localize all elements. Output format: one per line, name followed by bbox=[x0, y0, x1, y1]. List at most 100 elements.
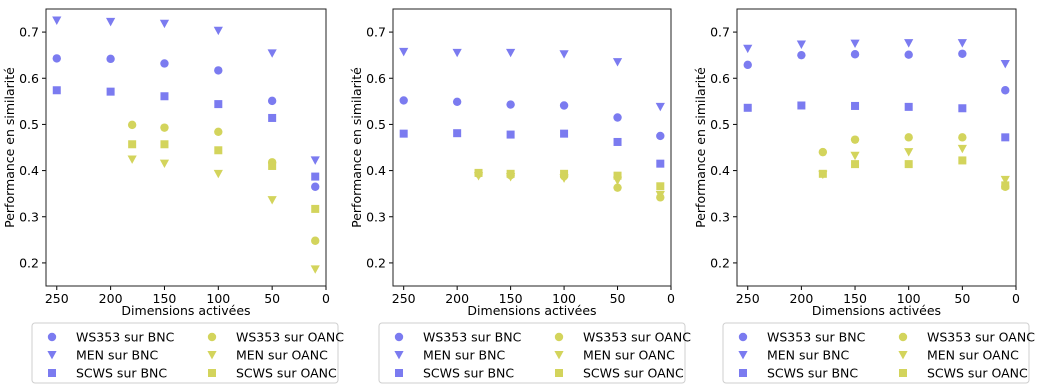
series-men-sur-bnc bbox=[399, 47, 665, 112]
data-point bbox=[1001, 86, 1010, 95]
y-tick-label: 0.2 bbox=[19, 255, 39, 270]
x-tick-label: 0 bbox=[1012, 291, 1020, 306]
series-men-sur-bnc bbox=[743, 39, 1010, 69]
data-point bbox=[743, 44, 753, 54]
data-point bbox=[957, 144, 967, 154]
data-point bbox=[159, 159, 170, 169]
data-point bbox=[1001, 133, 1010, 142]
x-tick-label: 150 bbox=[499, 291, 523, 306]
data-point bbox=[452, 48, 462, 58]
data-point bbox=[818, 147, 828, 157]
data-point bbox=[214, 146, 223, 155]
legend-marker bbox=[739, 369, 747, 377]
data-point bbox=[267, 49, 277, 58]
data-point bbox=[311, 204, 320, 213]
data-point bbox=[213, 26, 223, 36]
x-axis-label: Dimensions activées bbox=[467, 303, 596, 318]
data-point bbox=[214, 127, 223, 137]
data-point bbox=[1001, 181, 1010, 190]
data-point bbox=[160, 123, 169, 132]
x-tick-label: 100 bbox=[552, 291, 576, 306]
data-point bbox=[559, 101, 569, 110]
series-scws-sur-bnc bbox=[399, 129, 665, 168]
data-point bbox=[268, 161, 277, 170]
y-axis-label: Performance en similarité bbox=[693, 67, 708, 228]
x-tick-label: 250 bbox=[736, 291, 760, 306]
y-tick-label: 0.2 bbox=[366, 255, 386, 270]
x-tick-label: 200 bbox=[99, 291, 123, 306]
legend-label: MEN sur OANC bbox=[583, 348, 675, 363]
data-point bbox=[560, 169, 569, 178]
data-point bbox=[506, 169, 515, 178]
legend-marker bbox=[47, 351, 57, 360]
legend-marker bbox=[394, 351, 404, 360]
series-scws-sur-oanc bbox=[128, 140, 320, 213]
data-point bbox=[399, 129, 408, 138]
data-point bbox=[958, 156, 967, 165]
y-tick-label: 0.4 bbox=[19, 163, 39, 178]
data-point bbox=[957, 39, 967, 48]
series-ws353-sur-bnc bbox=[52, 54, 320, 191]
data-point bbox=[656, 159, 665, 168]
series-men-sur-bnc bbox=[52, 16, 320, 165]
series-ws353-sur-oanc bbox=[474, 169, 665, 202]
data-point bbox=[904, 39, 914, 48]
data-point bbox=[128, 140, 137, 149]
data-point bbox=[214, 66, 223, 75]
series-ws353-sur-bnc bbox=[743, 49, 1010, 95]
data-point bbox=[958, 133, 967, 142]
data-point bbox=[311, 182, 320, 191]
data-point bbox=[160, 59, 169, 68]
legend-marker bbox=[48, 369, 56, 377]
data-point bbox=[506, 130, 515, 139]
data-point bbox=[904, 102, 913, 111]
legend-label: SCWS sur OANC bbox=[236, 366, 337, 381]
data-point bbox=[52, 54, 61, 63]
data-point bbox=[797, 50, 806, 60]
chart-panel-2: Performance en similarité 0.2 0.3 0.4 0.5 0.6… bbox=[349, 8, 691, 384]
y-tick-label: 0.3 bbox=[19, 209, 39, 224]
legend-marker bbox=[898, 351, 908, 360]
data-point bbox=[851, 101, 860, 110]
series-men-sur-oanc bbox=[473, 172, 665, 200]
data-point bbox=[655, 191, 665, 200]
legend-label: MEN sur BNC bbox=[423, 348, 505, 363]
x-tick-label: 100 bbox=[206, 291, 230, 306]
chart-panel-1: Performance en similarité 0.2 0.3 0.4 0.5 0.6… bbox=[2, 8, 344, 384]
y-tick-label: 0.7 bbox=[19, 25, 39, 40]
legend-frame bbox=[31, 322, 339, 384]
y-tick-label: 0.5 bbox=[710, 117, 730, 132]
y-tick-label: 0.6 bbox=[366, 71, 386, 86]
data-point bbox=[1000, 175, 1010, 185]
legend-label: SCWS sur OANC bbox=[583, 366, 684, 381]
data-point bbox=[613, 171, 622, 180]
data-point bbox=[904, 148, 914, 157]
data-point bbox=[310, 265, 320, 274]
legend-label: WS353 sur OANC bbox=[927, 330, 1035, 345]
data-point bbox=[613, 137, 622, 146]
legend-marker bbox=[47, 332, 57, 342]
legend-label: MEN sur OANC bbox=[236, 348, 328, 363]
data-point bbox=[452, 97, 462, 106]
legend-label: WS353 sur BNC bbox=[76, 330, 175, 345]
legend-label: WS353 sur OANC bbox=[583, 330, 691, 345]
data-point bbox=[127, 155, 137, 164]
legend-frame bbox=[378, 322, 686, 384]
legend-label: SCWS sur BNC bbox=[76, 366, 167, 381]
legend-label: SCWS sur OANC bbox=[927, 366, 1028, 381]
x-tick-label: 150 bbox=[153, 291, 177, 306]
data-point bbox=[904, 133, 913, 142]
plot-frame bbox=[736, 8, 1017, 287]
data-point bbox=[850, 135, 860, 144]
legend-marker bbox=[738, 332, 748, 342]
data-point bbox=[506, 100, 515, 109]
x-tick-label: 200 bbox=[445, 291, 469, 306]
data-point bbox=[159, 19, 170, 29]
data-point bbox=[797, 101, 806, 110]
data-point bbox=[612, 58, 623, 67]
y-tick-label: 0.6 bbox=[19, 71, 39, 86]
data-point bbox=[267, 196, 277, 205]
y-tick-label: 0.7 bbox=[710, 25, 730, 40]
x-axis-label: Dimensions activées bbox=[121, 303, 250, 318]
data-point bbox=[743, 60, 752, 70]
